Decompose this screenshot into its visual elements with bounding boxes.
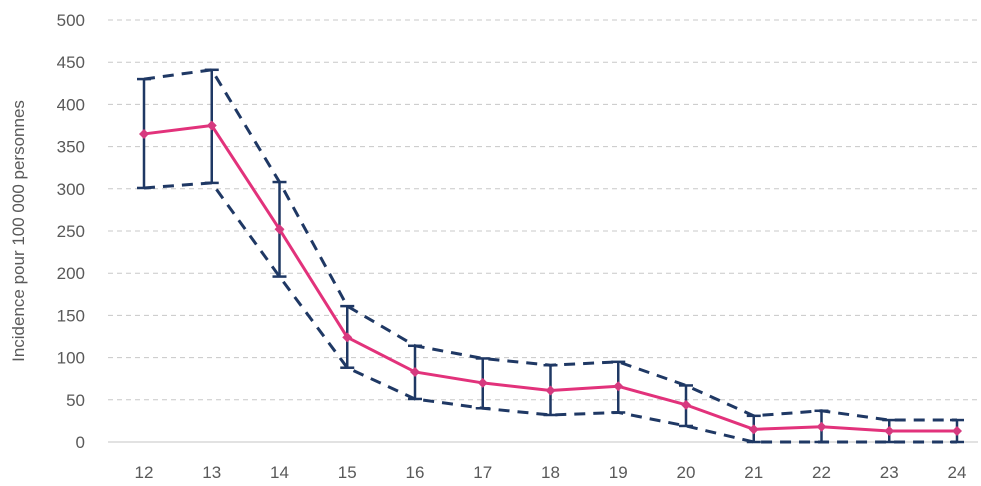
data-point <box>139 128 149 139</box>
y-tick-label: 300 <box>57 180 85 199</box>
x-tick-label: 20 <box>677 463 696 482</box>
x-tick-label: 24 <box>948 463 967 482</box>
x-tick-label: 23 <box>880 463 899 482</box>
x-axis-tick-labels: 12 13 14 15 16 17 18 19 20 21 22 23 24 <box>135 463 967 482</box>
data-point <box>613 381 624 392</box>
x-tick-label: 16 <box>406 463 425 482</box>
x-tick-label: 19 <box>609 463 628 482</box>
data-point <box>342 332 353 343</box>
x-tick-label: 21 <box>744 463 763 482</box>
data-point <box>206 120 217 131</box>
y-tick-label: 500 <box>57 11 85 30</box>
y-tick-label: 0 <box>76 433 85 452</box>
data-point <box>952 426 962 437</box>
y-tick-label: 450 <box>57 53 85 72</box>
data-point <box>884 426 895 437</box>
x-tick-label: 13 <box>202 463 221 482</box>
x-tick-label: 22 <box>812 463 831 482</box>
y-tick-label: 250 <box>57 222 85 241</box>
x-tick-label: 18 <box>541 463 560 482</box>
y-tick-label: 150 <box>57 306 85 325</box>
y-tick-label: 100 <box>57 349 85 368</box>
gridlines <box>108 19 978 401</box>
x-tick-label: 15 <box>338 463 357 482</box>
y-axis-title: Incidence pour 100 000 personnes <box>9 100 28 362</box>
y-axis-tick-labels: 0 50 100 150 200 250 300 350 400 450 500 <box>57 11 85 452</box>
data-point <box>477 377 488 388</box>
data-point <box>748 424 759 435</box>
y-tick-label: 350 <box>57 138 85 157</box>
y-tick-label: 200 <box>57 264 85 283</box>
data-point <box>274 224 285 235</box>
x-tick-label: 12 <box>135 463 154 482</box>
x-tick-label: 14 <box>270 463 289 482</box>
y-tick-label: 50 <box>66 391 85 410</box>
data-point <box>816 421 827 432</box>
data-point <box>545 385 556 396</box>
y-tick-label: 400 <box>57 95 85 114</box>
x-tick-label: 17 <box>473 463 492 482</box>
data-point <box>410 366 420 377</box>
data-series <box>139 120 962 437</box>
data-point <box>681 399 691 410</box>
